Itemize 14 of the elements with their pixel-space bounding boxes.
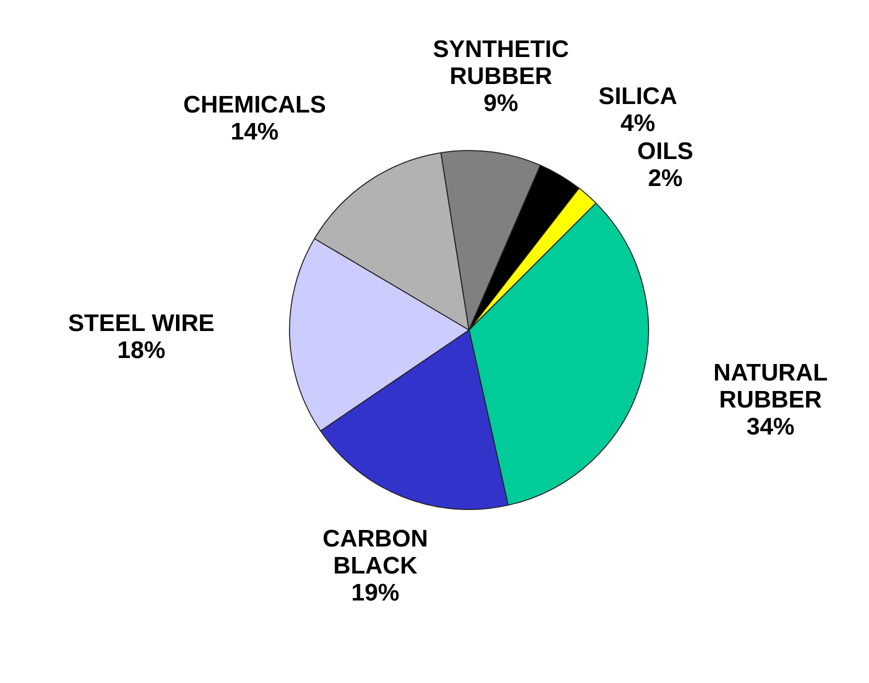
slice-label: SILICA	[598, 83, 678, 110]
slice-label: OILS	[637, 138, 694, 166]
slice-label: NATURAL RUBBER	[713, 360, 828, 414]
data-label: 19%	[351, 579, 400, 606]
slice-label: STEEL WIRE	[68, 310, 214, 338]
data-label: 4%	[620, 110, 656, 138]
data-label: 14%	[230, 118, 279, 146]
data-label: 34%	[746, 414, 795, 441]
data-label: 18%	[117, 337, 166, 364]
slice-label: CHEMICALS	[183, 92, 326, 119]
slice-label: SYNTHETIC RUBBER	[432, 36, 569, 90]
data-label: 9%	[484, 90, 518, 118]
slice-label: CARBON BLACK	[322, 525, 428, 580]
data-label: 2%	[648, 165, 683, 192]
